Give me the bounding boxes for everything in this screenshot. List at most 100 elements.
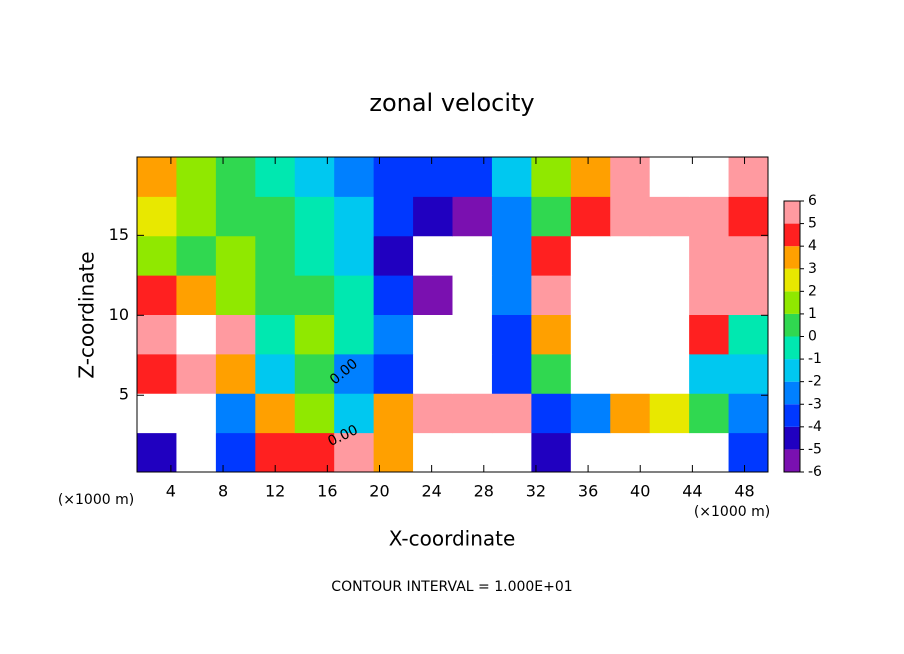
colorbar-band [784, 426, 800, 450]
cell [610, 196, 651, 237]
cell [452, 157, 493, 197]
cell [452, 393, 493, 434]
cell [728, 196, 769, 237]
cell [137, 235, 177, 276]
x-tick-label: 8 [218, 482, 228, 501]
cell [137, 353, 177, 394]
cell [531, 393, 572, 434]
cell [413, 196, 453, 237]
cell [610, 275, 651, 315]
cell [255, 393, 296, 434]
cell [176, 353, 217, 394]
overlay: 4 8 12 16 20 24 28 32 36 40 44 48510150.000.00-6-5-… [109, 156, 822, 501]
cell [215, 157, 256, 197]
colorbar-band [784, 313, 800, 337]
cell [334, 275, 375, 315]
x-tick-label: 12 [265, 482, 285, 501]
cell [689, 157, 730, 197]
colorbar-band [784, 359, 800, 382]
cell [334, 353, 375, 394]
cell [452, 235, 493, 276]
cell [413, 432, 453, 473]
x-tick-label: 4 [166, 482, 176, 501]
cell [689, 196, 730, 237]
colorbar-label: -1 [808, 351, 822, 367]
cell [176, 275, 217, 315]
cell [610, 432, 651, 473]
cell [215, 235, 256, 276]
cell [413, 275, 453, 315]
cell [413, 235, 453, 276]
cell [649, 157, 690, 197]
cell [452, 196, 493, 237]
y-tick-label: 5 [119, 385, 129, 404]
cell [137, 157, 177, 197]
cell [334, 196, 375, 237]
cell [689, 432, 730, 473]
cell [215, 432, 256, 473]
colorbar-band [784, 336, 800, 360]
cell [255, 235, 296, 276]
cell [255, 275, 296, 315]
cell [531, 432, 572, 473]
colorbar-band [784, 201, 800, 224]
cell [215, 314, 256, 355]
x-axis-label: X-coordinate [389, 527, 516, 551]
colorbar-label: -3 [808, 396, 822, 412]
cell [294, 432, 335, 473]
cell [452, 314, 493, 355]
colorbar-label: 1 [808, 306, 817, 322]
cell [294, 353, 335, 394]
colorbar-band [784, 381, 800, 405]
x-unit-label: (×1000 m) [58, 492, 134, 508]
cell [413, 393, 453, 434]
x-tick-label: 20 [369, 482, 389, 501]
cell [649, 235, 690, 276]
cell [373, 353, 414, 394]
cell [491, 275, 532, 315]
cell [649, 353, 690, 394]
cell [570, 196, 611, 237]
cell [294, 275, 335, 315]
cell [334, 393, 375, 434]
colorbar-label: 4 [808, 238, 817, 254]
cell [373, 196, 414, 237]
cell [728, 393, 769, 434]
cell [649, 196, 690, 237]
x-unit-label: (×1000 m) [694, 504, 770, 520]
cell [491, 314, 532, 355]
cell [689, 353, 730, 394]
colorbar-label: -6 [808, 464, 822, 480]
cell [689, 393, 730, 434]
colorbar-band [784, 268, 800, 292]
cell [294, 393, 335, 434]
cell [610, 314, 651, 355]
cell [294, 314, 335, 355]
colorbar-band [784, 404, 800, 427]
cell [491, 432, 532, 473]
cell [491, 393, 532, 434]
cell [570, 353, 611, 394]
cell [137, 275, 177, 315]
footer: CONTOUR INTERVAL = 1.000E+01 [331, 579, 572, 595]
cell [531, 235, 572, 276]
cell [255, 353, 296, 394]
colorbar-label: 5 [808, 216, 817, 232]
cell [649, 432, 690, 473]
cell [255, 196, 296, 237]
cell [491, 353, 532, 394]
cell [610, 353, 651, 394]
cell [255, 314, 296, 355]
cell [452, 275, 493, 315]
cell [413, 353, 453, 394]
cell [215, 196, 256, 237]
cell [570, 393, 611, 434]
cell [176, 196, 217, 237]
x-tick-label: 24 [421, 482, 441, 501]
chart-title: zonal velocity [369, 89, 534, 117]
cell [294, 157, 335, 197]
cell [373, 314, 414, 355]
field [137, 157, 769, 473]
cell [294, 196, 335, 237]
cell [728, 275, 769, 315]
